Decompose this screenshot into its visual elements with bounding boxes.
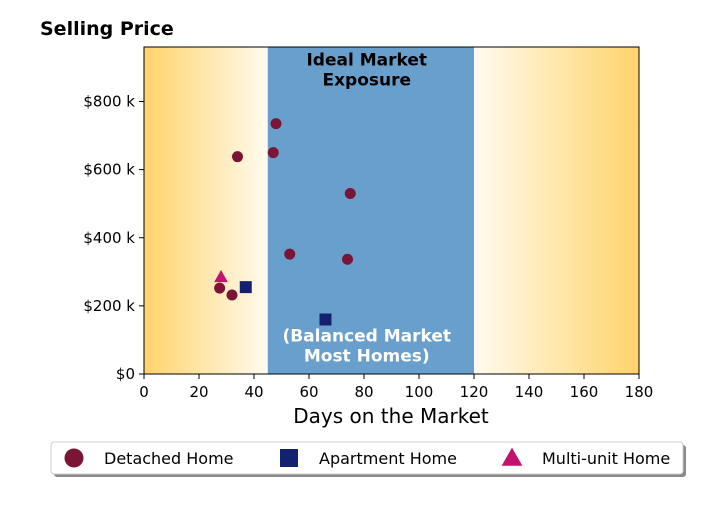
y-axis-title: Selling Price	[40, 18, 174, 40]
annotation-1-line-1: Ideal Market	[306, 51, 427, 71]
detached-home-point-5	[270, 118, 282, 130]
detached-home-point-4	[267, 147, 279, 159]
x-axis-ticks: 0 20 40 60 80 100 120 140 160 180	[139, 374, 653, 401]
apartment-home-point-2	[319, 313, 332, 326]
annotation-1-line-2: Exposure	[322, 71, 411, 91]
y-tick-label: $400 k	[83, 229, 135, 247]
x-tick-label: 20	[189, 383, 208, 401]
x-tick-label: 160	[570, 383, 599, 401]
data-points	[214, 118, 356, 326]
legend-marker-apartment-home	[280, 449, 298, 467]
detached-home-point-2	[226, 289, 238, 301]
legend-label-detached-home: Detached Home	[104, 449, 234, 468]
x-tick-label: 140	[515, 383, 544, 401]
x-tick-label: 80	[354, 383, 373, 401]
detached-home-point-7	[342, 253, 353, 265]
y-tick-label: $200 k	[83, 297, 135, 315]
market-zones	[144, 47, 639, 374]
multi-unit-home-point-1	[214, 270, 228, 283]
annotation-2-line-2: Most Homes)	[304, 347, 430, 367]
y-tick-label: $600 k	[83, 161, 135, 179]
legend-label-multi-unit-home: Multi-unit Home	[542, 449, 670, 468]
y-tick-label: $0	[116, 365, 135, 383]
detached-home-point-3	[232, 151, 243, 163]
legend: Detached Home Apartment Home Multi-unit Ho…	[50, 441, 686, 477]
legend-box	[50, 441, 684, 475]
zone-1	[144, 47, 268, 374]
detached-home-point-6	[284, 248, 296, 260]
x-tick-label: 40	[244, 383, 263, 401]
x-axis-title: Days on the Market	[293, 404, 489, 428]
detached-home-point-1	[214, 282, 226, 294]
legend-marker-multi-unit-home	[501, 447, 523, 466]
x-tick-label: 120	[460, 383, 489, 401]
zone-2	[267, 47, 474, 374]
detached-home-point-8	[344, 187, 356, 199]
x-tick-label: 60	[299, 383, 318, 401]
x-tick-label: 180	[625, 383, 654, 401]
legend-marker-detached-home	[64, 448, 84, 468]
annotation-2-line-1: (Balanced Market	[282, 327, 451, 347]
y-axis-ticks: $0 $200 k $400 k $600 k $800 k	[83, 93, 144, 383]
plot-frame	[143, 46, 640, 375]
legend-label-apartment-home: Apartment Home	[319, 449, 457, 468]
y-tick-label: $800 k	[83, 93, 135, 111]
apartment-home-point-1	[239, 281, 252, 294]
x-tick-label: 100	[405, 383, 434, 401]
x-tick-label: 0	[139, 383, 149, 401]
zone-3	[474, 47, 639, 374]
